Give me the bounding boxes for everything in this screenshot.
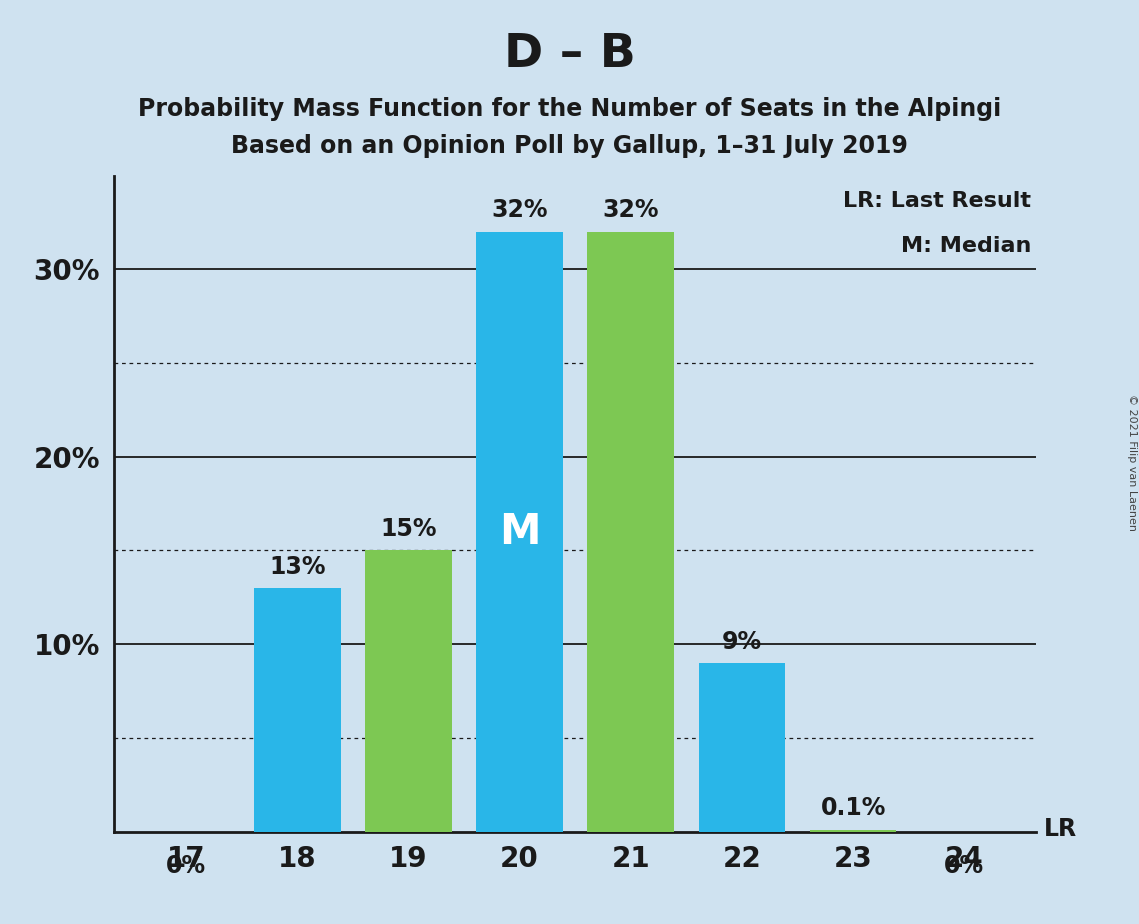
Text: M: M: [499, 511, 540, 553]
Text: Based on an Opinion Poll by Gallup, 1–31 July 2019: Based on an Opinion Poll by Gallup, 1–31…: [231, 134, 908, 158]
Text: D – B: D – B: [503, 32, 636, 78]
Bar: [254, 588, 341, 832]
Text: M: Median: M: Median: [901, 236, 1031, 256]
Text: 13%: 13%: [269, 554, 326, 578]
Text: 15%: 15%: [380, 517, 436, 541]
Text: 32%: 32%: [491, 199, 548, 223]
Text: © 2021 Filip van Laenen: © 2021 Filip van Laenen: [1126, 394, 1137, 530]
Bar: [698, 663, 785, 832]
Text: 0.1%: 0.1%: [820, 796, 886, 821]
Text: 0%: 0%: [166, 854, 206, 878]
Text: LR: LR: [1043, 817, 1076, 841]
Text: Probability Mass Function for the Number of Seats in the Alpingi: Probability Mass Function for the Number…: [138, 97, 1001, 121]
Text: 32%: 32%: [603, 199, 659, 223]
Bar: [588, 232, 674, 832]
Bar: [476, 232, 563, 832]
Bar: [366, 551, 452, 832]
Bar: [810, 830, 896, 832]
Text: LR: Last Result: LR: Last Result: [843, 190, 1031, 211]
Text: 0%: 0%: [944, 854, 984, 878]
Text: 9%: 9%: [722, 629, 762, 653]
